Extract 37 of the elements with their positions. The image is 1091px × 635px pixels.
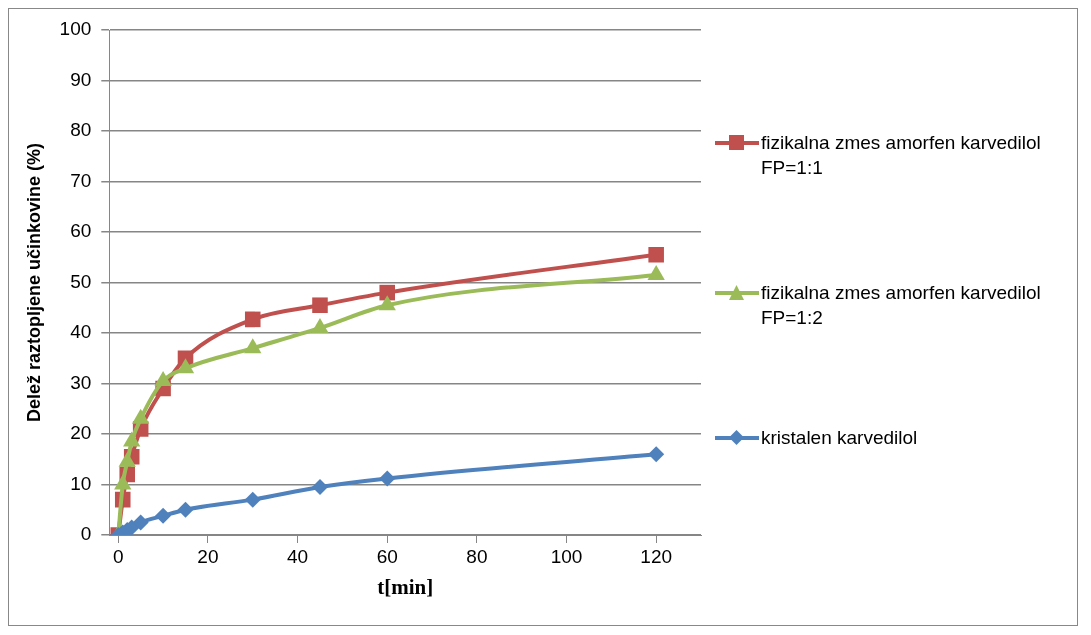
point [312,297,328,313]
x-tick-label: 0 [112,545,124,567]
x-tick-label: 80 [466,545,488,567]
point [244,311,261,328]
point [379,470,396,487]
x-tick-label: 120 [640,545,673,567]
point [132,514,149,531]
point [244,338,262,354]
x-tick-label: 20 [197,545,219,567]
point [176,358,195,374]
x-axis-title: t[min] [377,574,434,599]
y-tick-label: 10 [70,472,92,494]
y-tick-label: 100 [59,18,92,40]
point [379,284,395,301]
x-tick-label: 100 [550,545,583,567]
y-tick-label: 0 [80,523,92,545]
point [648,246,664,263]
point [155,507,172,524]
x-tick-label: 40 [287,545,309,567]
point [648,446,665,463]
y-tick-label: 30 [70,371,92,393]
y-tick-label: 50 [70,270,92,292]
legend-label: kristalen karvedilol [761,426,919,450]
y-tick-label: 20 [70,422,92,444]
y-tick-label: 90 [70,68,92,90]
point [311,479,328,496]
point [244,491,261,508]
x-tick-label: 60 [376,545,398,567]
legend-label: fizikalna zmes amorfen karvedilol FP=1:1 [761,131,1042,180]
y-tick-label: 80 [70,119,92,141]
y-axis-title: Delež raztopljene učinkovine (%) [23,142,44,423]
legend-label: fizikalna zmes amorfen karvedilol FP=1:2 [761,281,1042,330]
point [378,295,396,311]
point [177,501,194,518]
y-tick-label: 40 [70,321,92,343]
y-tick-label: 70 [70,169,92,191]
y-tick-label: 60 [70,220,92,242]
